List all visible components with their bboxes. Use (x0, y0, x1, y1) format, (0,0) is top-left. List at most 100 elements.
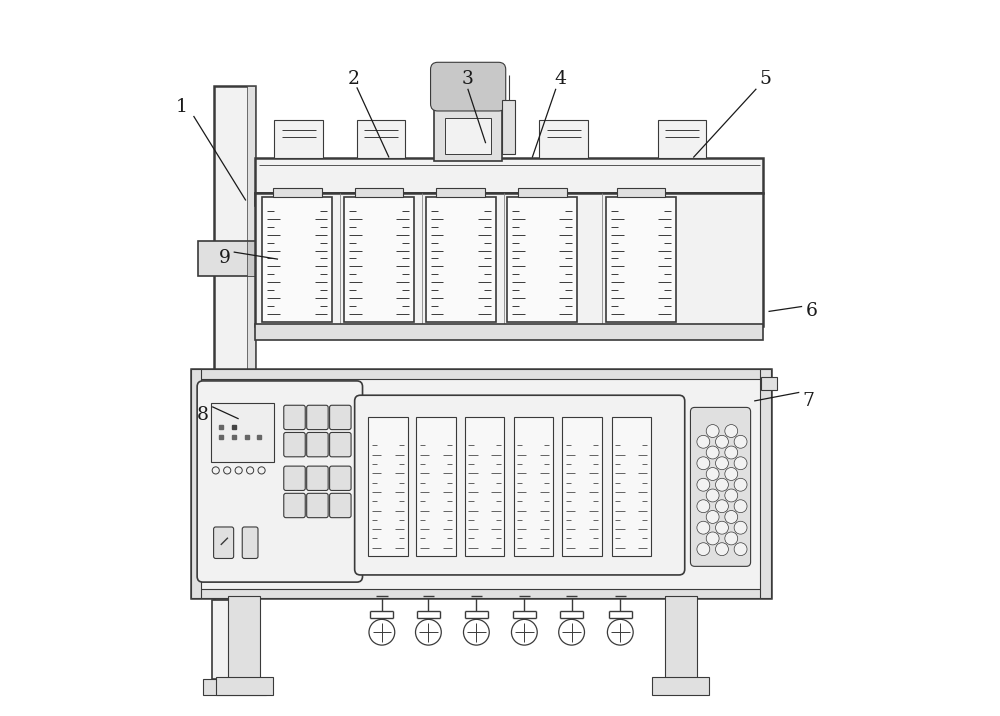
Circle shape (734, 500, 747, 513)
Bar (760, 369, 771, 598)
Bar (344, 197, 414, 322)
Bar (518, 188, 567, 197)
FancyBboxPatch shape (284, 466, 305, 490)
Bar (212, 600, 257, 679)
Circle shape (697, 500, 710, 513)
FancyBboxPatch shape (431, 62, 506, 111)
Circle shape (716, 478, 728, 491)
Bar (228, 596, 260, 679)
Circle shape (725, 468, 738, 480)
Circle shape (734, 543, 747, 556)
FancyBboxPatch shape (307, 432, 328, 457)
FancyBboxPatch shape (330, 432, 351, 457)
Circle shape (734, 478, 747, 491)
Circle shape (725, 446, 738, 459)
Bar (761, 377, 777, 390)
FancyBboxPatch shape (242, 527, 258, 558)
Circle shape (706, 468, 719, 480)
Bar (562, 417, 602, 556)
Bar (658, 120, 706, 158)
Circle shape (734, 521, 747, 534)
Bar (357, 120, 405, 158)
Bar (191, 369, 201, 598)
Circle shape (706, 532, 719, 545)
FancyBboxPatch shape (307, 466, 328, 490)
Circle shape (706, 511, 719, 523)
Bar (465, 417, 504, 556)
Text: 5: 5 (759, 69, 771, 88)
Text: 6: 6 (806, 302, 817, 321)
Text: 2: 2 (347, 69, 359, 88)
FancyBboxPatch shape (330, 466, 351, 490)
Circle shape (716, 543, 728, 556)
FancyBboxPatch shape (330, 493, 351, 518)
Text: 8: 8 (197, 406, 209, 425)
Circle shape (706, 446, 719, 459)
Bar (247, 241, 259, 276)
Bar (211, 403, 274, 462)
FancyBboxPatch shape (284, 405, 305, 430)
Circle shape (706, 425, 719, 437)
Bar (445, 118, 491, 154)
Bar (426, 197, 496, 322)
Bar (612, 417, 651, 556)
Bar (434, 100, 502, 161)
Circle shape (734, 435, 747, 448)
Circle shape (725, 532, 738, 545)
FancyBboxPatch shape (355, 395, 685, 575)
Bar (214, 86, 255, 601)
Text: 1: 1 (175, 98, 187, 117)
Bar (502, 100, 515, 154)
Bar (255, 193, 763, 206)
Bar (216, 677, 273, 695)
Circle shape (725, 489, 738, 502)
Bar (514, 417, 553, 556)
Bar (191, 589, 771, 598)
Text: 3: 3 (462, 69, 474, 88)
Text: 4: 4 (555, 69, 567, 88)
Bar (652, 677, 709, 695)
Bar (255, 324, 763, 340)
Bar (436, 188, 485, 197)
Circle shape (725, 511, 738, 523)
Circle shape (716, 500, 728, 513)
Bar (262, 197, 332, 322)
FancyBboxPatch shape (214, 527, 234, 558)
Circle shape (697, 521, 710, 534)
Circle shape (716, 521, 728, 534)
Circle shape (697, 457, 710, 470)
Bar (203, 679, 266, 695)
Bar (273, 188, 322, 197)
FancyBboxPatch shape (197, 381, 363, 582)
Bar (191, 369, 771, 379)
Circle shape (716, 435, 728, 448)
Bar (507, 197, 577, 322)
Bar (247, 86, 255, 601)
FancyBboxPatch shape (307, 493, 328, 518)
Bar (191, 369, 771, 598)
FancyBboxPatch shape (307, 405, 328, 430)
Bar (539, 120, 588, 158)
Circle shape (697, 543, 710, 556)
FancyBboxPatch shape (284, 432, 305, 457)
Circle shape (697, 435, 710, 448)
Text: 7: 7 (802, 392, 814, 410)
Bar (665, 596, 697, 679)
Bar (255, 158, 763, 193)
Bar (606, 197, 676, 322)
Circle shape (734, 457, 747, 470)
FancyBboxPatch shape (330, 405, 351, 430)
FancyBboxPatch shape (284, 493, 305, 518)
Bar (368, 417, 408, 556)
Bar (198, 241, 259, 276)
Bar (355, 188, 403, 197)
Bar (617, 188, 665, 197)
Text: 9: 9 (218, 248, 230, 267)
Bar (255, 193, 763, 326)
FancyBboxPatch shape (690, 407, 751, 566)
Circle shape (697, 478, 710, 491)
Circle shape (725, 425, 738, 437)
Bar (416, 417, 456, 556)
Bar (274, 120, 323, 158)
Circle shape (706, 489, 719, 502)
